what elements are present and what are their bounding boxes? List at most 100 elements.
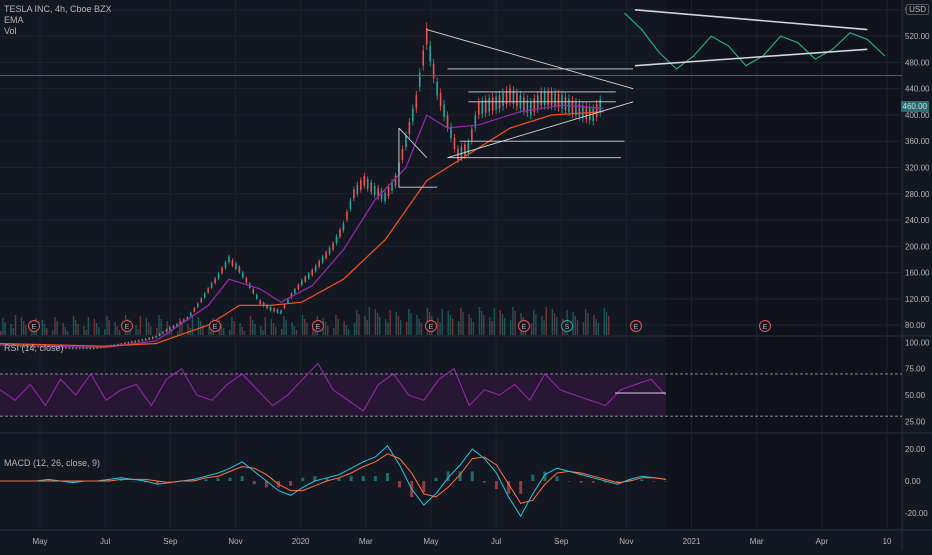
candle-body [422,50,425,66]
candle-body [179,321,182,325]
candle-body [484,99,487,113]
candle-body [183,319,185,323]
macd-histogram-bar [168,481,172,482]
volume-bar [379,317,381,335]
macd-histogram-bar [446,471,450,481]
projection-path [624,12,886,70]
macd-histogram-bar [664,481,668,482]
volume-bar [139,316,142,335]
candle-body [505,90,508,105]
currency-badge[interactable]: USD [906,4,929,15]
candle-body [269,307,272,311]
pattern-drawing [398,127,428,158]
volume-bar [374,309,377,335]
volume-bar [468,314,470,335]
symbol-title[interactable]: TESLA INC, 4h, Cboe BZX [4,4,112,14]
candle-body [471,128,473,141]
volume-bar [574,316,577,335]
candle-body [148,337,150,340]
macd-histogram-bar [264,481,268,488]
candle-body [495,96,497,110]
candle-body [85,347,88,349]
volume-bar [87,317,90,335]
candle-body [557,94,560,108]
volume-bar [243,331,246,335]
price-tick-label: 160.00 [905,269,930,278]
candle-body [207,288,209,293]
volume-bar [147,322,150,335]
candle-body [408,122,411,135]
ema-legend[interactable]: EMA [4,15,24,25]
ema-long-line [0,111,604,347]
volume-bar [75,320,77,335]
candle-body [255,294,258,299]
volume-bar [312,325,314,335]
time-tick-label: 2020 [292,537,310,546]
macd-histogram-bar [470,471,474,481]
chart-legend: TESLA INC, 4h, Cboe BZX EMA Vol [4,4,112,37]
candle-body [394,175,397,186]
volume-bar [295,330,298,335]
volume-bar [399,320,402,335]
candle-body [318,261,320,267]
time-tick-label: 10 [883,537,892,546]
time-tick-label: 2021 [683,537,701,546]
macd-histogram-bar [579,481,583,483]
volume-bar [470,318,472,335]
candle-body [78,347,81,349]
volume-bar [447,311,449,335]
volume-bar [376,313,379,335]
volume-bar [582,322,585,335]
volume-bar [306,323,308,335]
volume-bar [41,320,44,335]
macd-histogram-bar [131,481,135,482]
candle-body [599,99,601,113]
candle-body [346,211,348,220]
price-tick-label: 440.00 [905,85,930,94]
volume-bar [145,318,148,335]
volume-bar [304,319,306,335]
candle-body [151,336,154,339]
candle-body [304,276,307,282]
volume-bar [108,320,110,335]
earnings-marker-label: E [763,324,768,331]
candle-body [578,103,581,117]
candle-body [276,309,279,313]
macd-histogram-bar [494,481,498,489]
volume-bar [95,323,98,335]
volume-bar [191,315,194,335]
volume-bar [64,327,67,335]
candle-body [23,345,26,348]
candle-body [339,229,341,237]
pattern-drawing [447,101,634,159]
volume-bar [314,329,316,335]
candle-body [387,187,390,197]
earnings-marker-label: E [634,324,639,331]
volume-bar [608,316,610,335]
volume-bar [460,308,462,335]
candle-body [193,308,196,312]
candle-body [321,256,324,263]
candle-body [311,270,314,276]
price-tick-label: 320.00 [905,164,930,173]
candle-body [450,126,452,139]
rsi-label: RSI (14, close) [4,343,64,353]
candle-body [523,97,525,111]
volume-legend[interactable]: Vol [4,26,17,36]
macd-legend[interactable]: MACD (12, 26, close, 9) [4,458,100,469]
candle-body [377,188,379,198]
volume-bar [597,323,600,335]
earnings-marker-icon [425,320,437,332]
candle-body [582,105,584,119]
candle-body [370,182,373,192]
volume-bar [395,312,397,335]
volume-bar [478,307,481,335]
rsi-legend[interactable]: RSI (14, close) [4,343,64,354]
volume-bar [187,324,189,335]
time-tick-label: Mar [359,537,373,546]
volume-bar [254,324,256,335]
volume-bar [337,319,339,335]
candle-body [26,345,29,348]
candle-body [120,343,123,346]
